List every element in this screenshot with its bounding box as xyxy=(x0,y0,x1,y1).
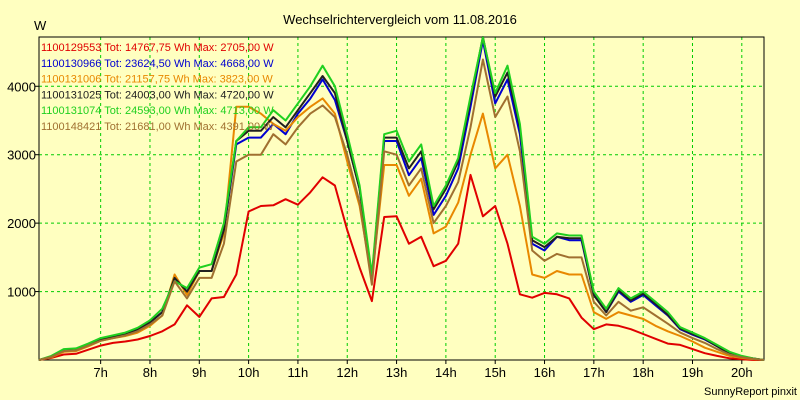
x-tick-label: 15h xyxy=(484,365,506,380)
x-tick-label: 8h xyxy=(143,365,157,380)
legend-entry-1100131006: 1100131006 Tot: 21157,75 Wh Max: 3823,00… xyxy=(41,74,273,86)
x-tick-label: 16h xyxy=(534,365,556,380)
y-tick-label: 2000 xyxy=(7,216,36,231)
x-axis-ticks: 7h 8h 9h 10h 11h 12h 13h 14h 15h 16h 17h 18h 19h 20h xyxy=(93,360,753,380)
x-tick-label: 7h xyxy=(93,365,107,380)
series-lines xyxy=(38,36,765,361)
x-tick-label: 11h xyxy=(288,365,309,380)
y-tick-label: 3000 xyxy=(7,148,36,163)
x-tick-label: 17h xyxy=(583,365,605,380)
x-tick-label: 9h xyxy=(192,365,206,380)
y-tick-label: 4000 xyxy=(7,79,36,94)
series-line-1100129553 xyxy=(38,173,764,361)
legend-entry-1100130966: 1100130966 Tot: 23624,50 Wh Max: 4668,00… xyxy=(41,58,274,70)
legend-entry-1100131074: 1100131074 Tot: 24593,00 Wh Max: 4713,00… xyxy=(41,105,274,117)
chart-title: Wechselrichtervergleich vom 11.08.2016 xyxy=(283,12,517,27)
legend-entry-1100148421: 1100148421 Tot: 21681,00 Wh Max: 4391,00… xyxy=(41,121,274,133)
legend: 1100129553 Tot: 14767,75 Wh Max: 2705,00… xyxy=(41,42,274,133)
footer-credit: SunnyReport pinxit xyxy=(704,386,797,398)
x-tick-label: 12h xyxy=(336,365,358,380)
y-axis-ticks: 1000 2000 3000 4000 xyxy=(7,79,39,300)
x-tick-label: 14h xyxy=(435,365,457,380)
x-tick-label: 18h xyxy=(632,365,654,380)
x-tick-label: 19h xyxy=(682,365,704,380)
series-line-1100131074 xyxy=(38,36,765,361)
y-tick-label: 1000 xyxy=(7,285,36,300)
series-line-1100131025 xyxy=(38,36,765,361)
legend-entry-1100131025: 1100131025 Tot: 24003,00 Wh Max: 4720,00… xyxy=(41,89,274,101)
x-tick-label: 10h xyxy=(238,365,260,380)
x-tick-label: 20h xyxy=(731,365,753,380)
legend-entry-1100129553: 1100129553 Tot: 14767,75 Wh Max: 2705,00… xyxy=(41,42,274,54)
series-line-1100148421 xyxy=(38,58,765,361)
x-tick-label: 13h xyxy=(386,365,408,380)
y-axis-label: W xyxy=(34,18,47,33)
plot-frame xyxy=(38,36,765,361)
